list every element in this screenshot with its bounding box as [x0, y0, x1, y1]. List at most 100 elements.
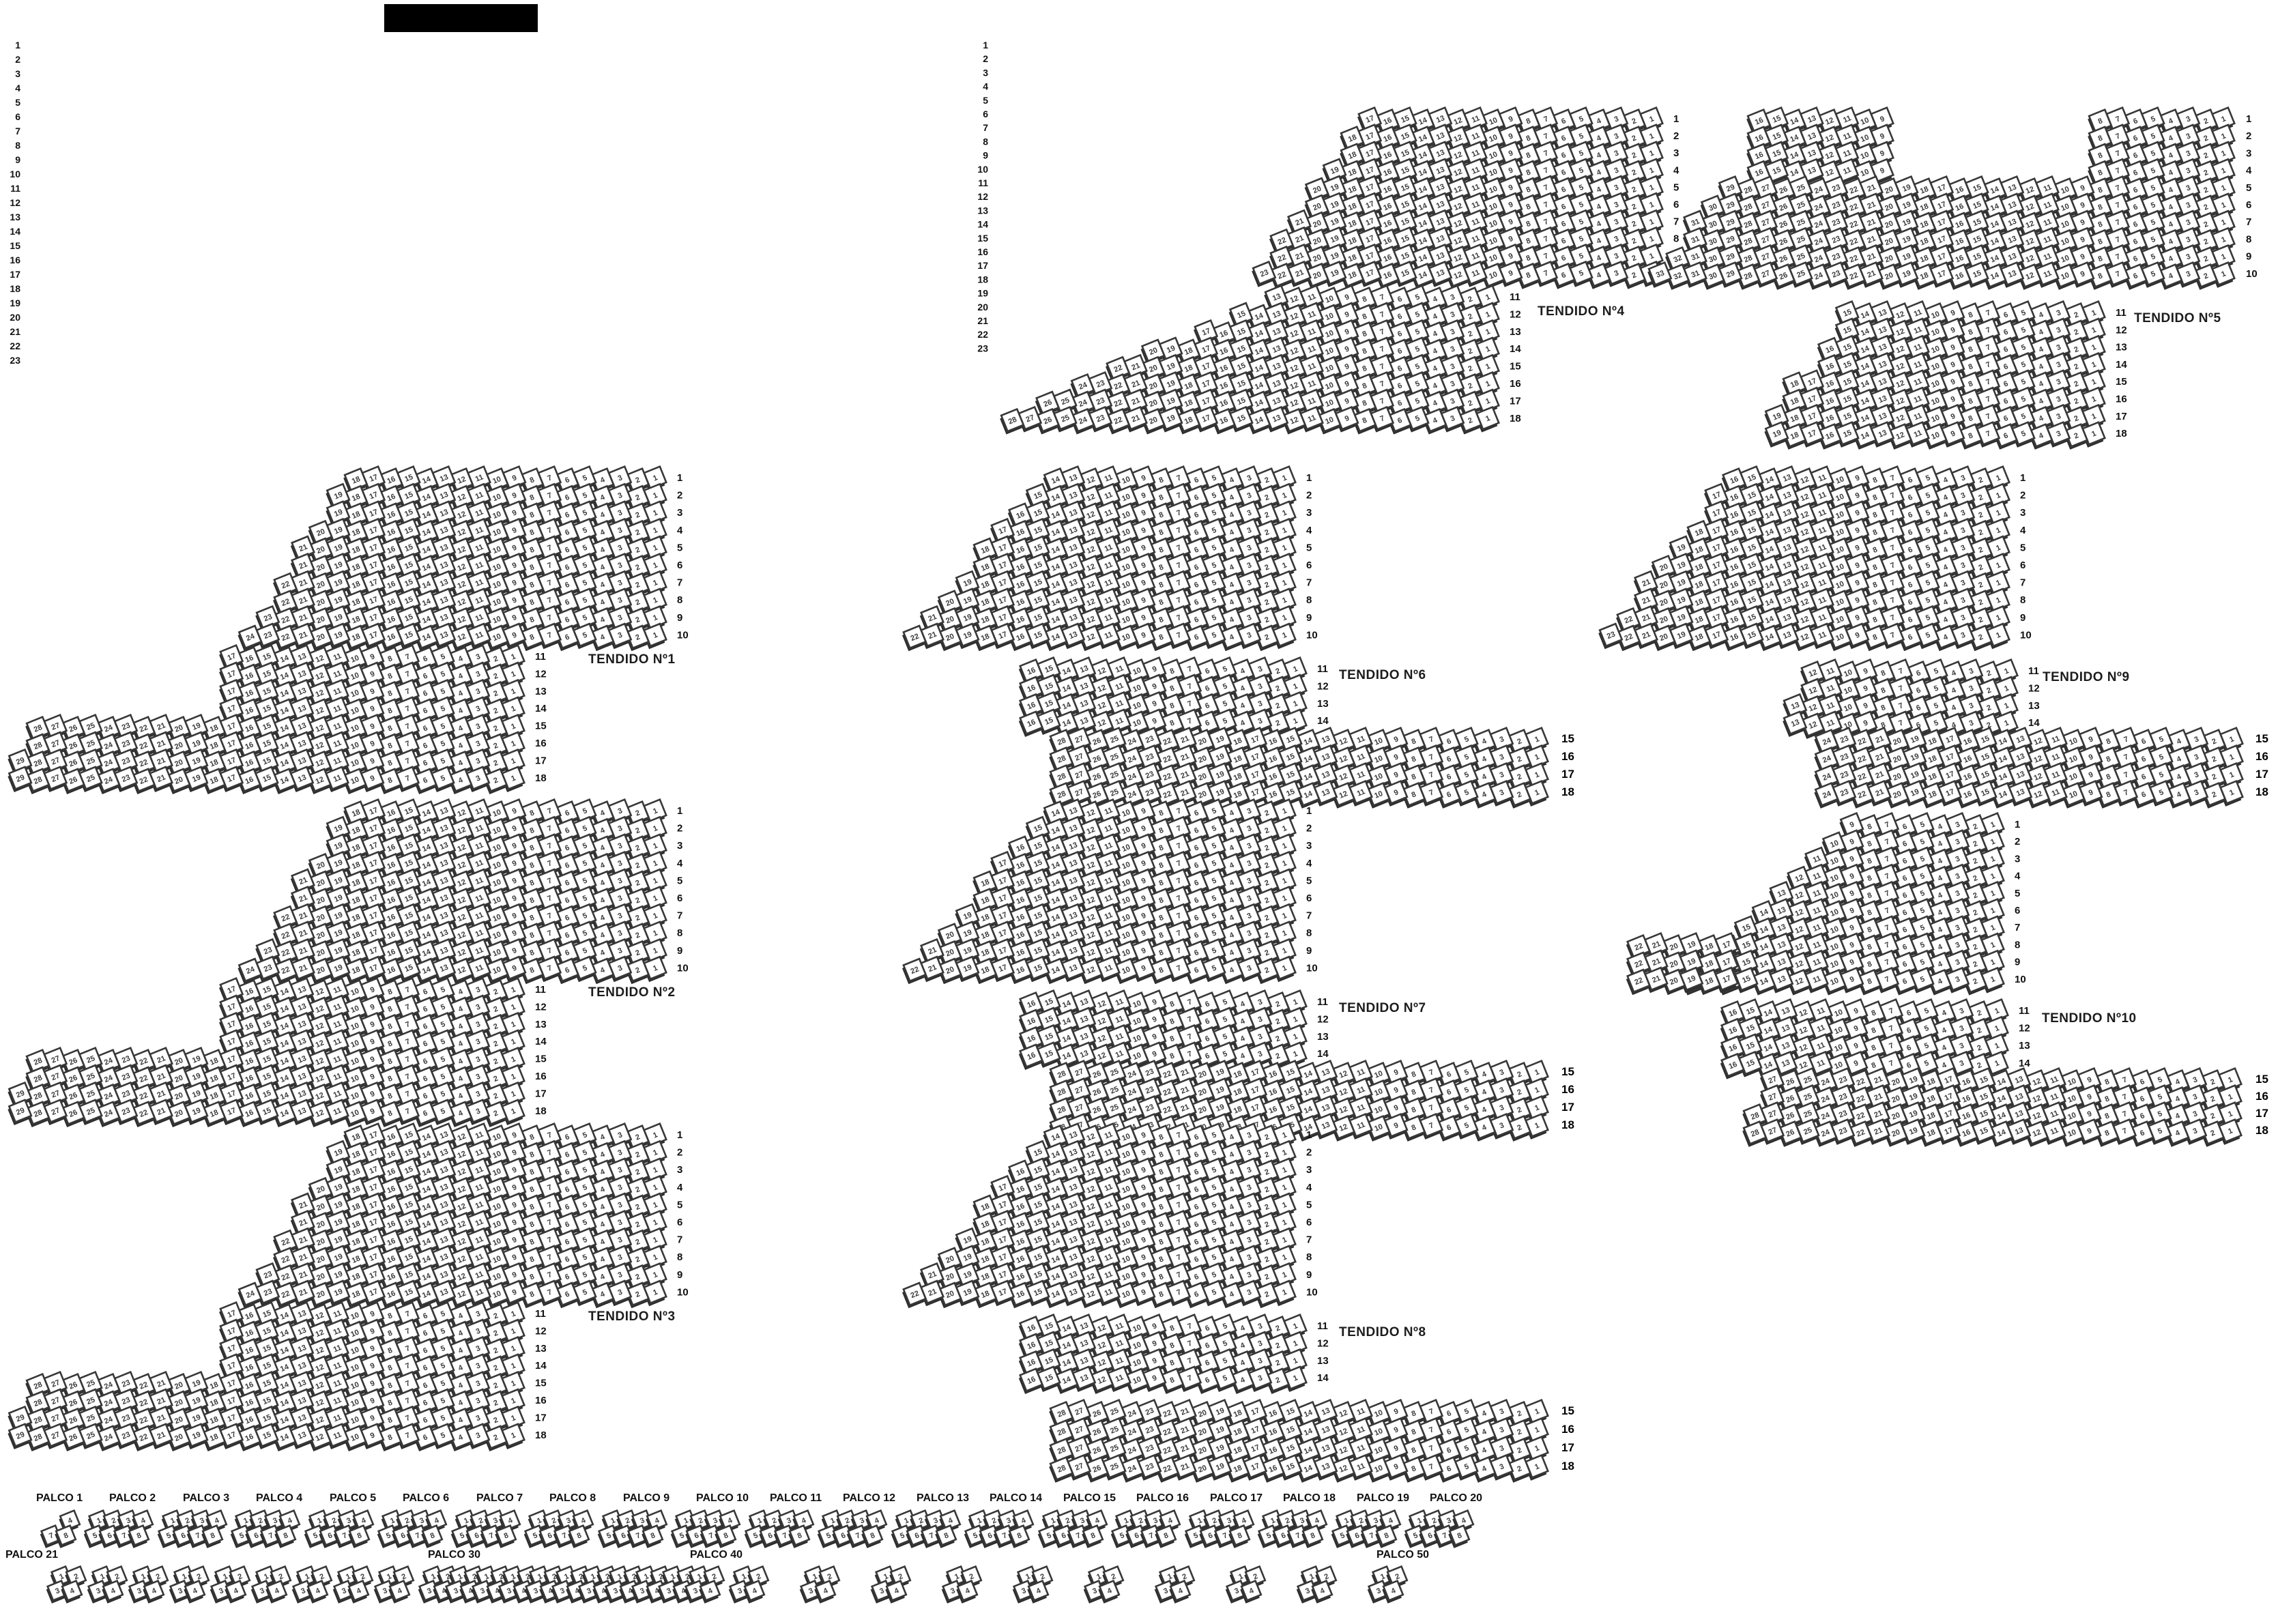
seat[interactable]: 29: [7, 1099, 33, 1126]
seat[interactable]: 11: [323, 678, 349, 706]
seat[interactable]: 24: [95, 733, 121, 760]
seat[interactable]: 3: [607, 588, 633, 615]
seat[interactable]: 15: [395, 622, 421, 650]
seat[interactable]: 26: [59, 733, 85, 760]
seat[interactable]: 14: [271, 716, 297, 742]
seat[interactable]: 11: [465, 553, 491, 579]
seat[interactable]: 5: [429, 766, 455, 793]
seat[interactable]: 16: [377, 519, 403, 547]
seat[interactable]: 15: [253, 661, 279, 688]
seat[interactable]: 8: [377, 663, 403, 691]
seat[interactable]: 23: [1251, 260, 1277, 287]
seat[interactable]: 4: [589, 572, 615, 599]
seat[interactable]: 12: [448, 555, 474, 581]
seat[interactable]: 7: [394, 766, 420, 793]
seat[interactable]: 9: [501, 570, 527, 597]
seat[interactable]: 16: [235, 733, 261, 760]
seat[interactable]: 26: [59, 716, 85, 742]
seat[interactable]: 1: [500, 766, 525, 793]
seat[interactable]: 18: [343, 624, 369, 652]
seat[interactable]: 11: [465, 482, 491, 510]
seat[interactable]: 17: [360, 517, 386, 545]
seat[interactable]: 14: [413, 607, 439, 634]
seat[interactable]: 26: [59, 768, 85, 795]
row-number: 12: [2019, 1023, 2030, 1034]
seat[interactable]: 6: [553, 624, 579, 652]
seat[interactable]: 19: [325, 622, 351, 650]
seat[interactable]: 18: [343, 467, 369, 494]
seat[interactable]: 7: [536, 622, 562, 650]
seat[interactable]: 12: [448, 537, 474, 564]
seat[interactable]: 3: [465, 714, 491, 740]
seat[interactable]: 4: [589, 624, 615, 652]
seat[interactable]: 13: [431, 622, 457, 650]
seat[interactable]: 3: [465, 748, 491, 775]
seat[interactable]: 29: [7, 766, 33, 793]
seat[interactable]: 16: [235, 680, 261, 708]
seat[interactable]: 7: [536, 570, 562, 597]
seat[interactable]: 12: [306, 768, 332, 795]
seat[interactable]: 18: [201, 768, 227, 795]
seat[interactable]: 14: [413, 555, 439, 581]
seat[interactable]: 21: [289, 622, 315, 650]
seat[interactable]: 2: [482, 716, 508, 742]
seat[interactable]: 7: [394, 696, 420, 723]
seat[interactable]: 13: [289, 766, 315, 793]
seat[interactable]: 12: [306, 716, 332, 742]
seat[interactable]: 7: [536, 482, 562, 510]
seat[interactable]: 26: [59, 750, 85, 777]
seat[interactable]: 16: [377, 624, 403, 652]
seat[interactable]: 15: [253, 644, 279, 671]
seat[interactable]: 23: [113, 766, 139, 793]
seat[interactable]: 4: [447, 768, 473, 795]
seat[interactable]: 29: [7, 1423, 33, 1450]
seat[interactable]: 18: [343, 537, 369, 564]
seat[interactable]: 24: [95, 768, 121, 795]
seat[interactable]: 13: [1782, 710, 1808, 738]
seat[interactable]: 13: [431, 482, 457, 510]
seat[interactable]: 23: [255, 605, 280, 632]
seat[interactable]: 3: [465, 661, 491, 688]
seat[interactable]: 19: [183, 766, 209, 793]
seat[interactable]: 22: [130, 768, 156, 795]
seat[interactable]: 3: [607, 605, 633, 632]
seat[interactable]: 19: [1763, 421, 1789, 448]
seat[interactable]: 28: [25, 716, 51, 742]
seat[interactable]: 23: [255, 622, 280, 650]
seat[interactable]: 6: [412, 768, 437, 795]
seat[interactable]: 11: [465, 622, 491, 650]
seat[interactable]: 2: [624, 624, 650, 652]
seat[interactable]: 19: [325, 500, 351, 527]
seat[interactable]: 17: [218, 766, 244, 793]
seat[interactable]: 13: [289, 696, 315, 723]
seat[interactable]: 25: [77, 731, 103, 758]
seat[interactable]: 10: [483, 624, 509, 652]
seat[interactable]: 14: [413, 624, 439, 652]
seat[interactable]: 20: [165, 768, 191, 795]
seat[interactable]: 9: [359, 766, 385, 793]
seat[interactable]: 15: [253, 748, 279, 775]
seat[interactable]: 13: [289, 731, 315, 758]
seat[interactable]: 14: [271, 768, 297, 795]
seat[interactable]: 24: [237, 624, 263, 652]
seat[interactable]: 17: [218, 696, 244, 723]
seat[interactable]: 11: [465, 465, 491, 492]
seat[interactable]: 3: [465, 766, 491, 793]
seat[interactable]: 7: [394, 661, 420, 688]
seat[interactable]: 13: [289, 644, 315, 671]
seat[interactable]: 8: [519, 590, 545, 617]
seat[interactable]: 23: [1598, 622, 1624, 650]
seat[interactable]: 9: [501, 517, 527, 545]
seat[interactable]: 23: [113, 714, 139, 740]
seat[interactable]: 27: [42, 766, 68, 793]
seat[interactable]: 25: [77, 714, 103, 740]
seat[interactable]: 8: [519, 572, 545, 599]
seat[interactable]: 4: [589, 502, 615, 530]
seat[interactable]: 1: [641, 622, 667, 650]
seat[interactable]: 2: [482, 768, 508, 795]
seat[interactable]: 28: [25, 768, 51, 795]
seat[interactable]: 24: [95, 750, 121, 777]
seat[interactable]: 8: [377, 768, 403, 795]
seat[interactable]: 12: [448, 607, 474, 634]
seat[interactable]: 19: [183, 731, 209, 758]
